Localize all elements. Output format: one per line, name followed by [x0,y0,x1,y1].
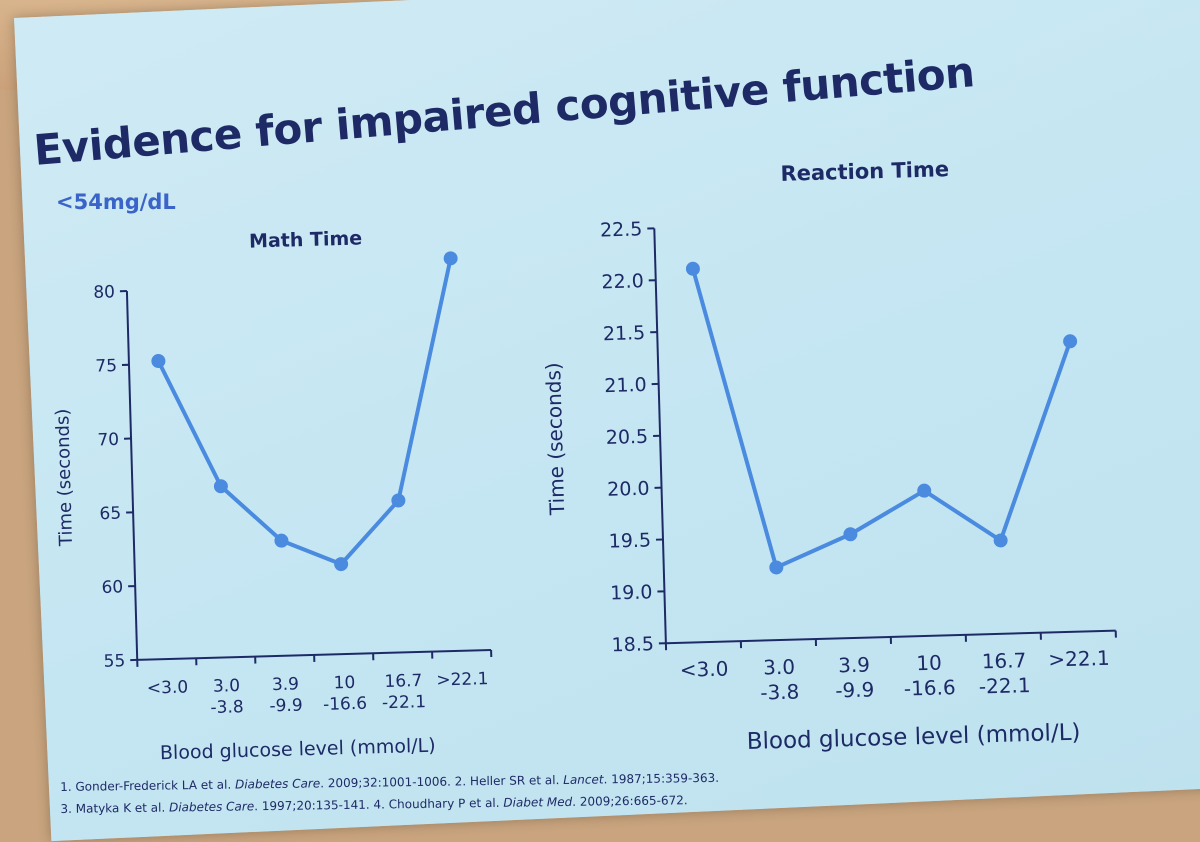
data-point [843,527,858,542]
x-tick-label: 3.9-9.9 [269,674,303,716]
y-tick-label: 55 [103,651,125,672]
x-tick-label-line: <3.0 [147,677,189,698]
y-tick-label: 75 [95,356,117,377]
x-tick-label-line: -9.9 [835,677,875,702]
data-point [443,251,458,266]
footnote-journal: Lancet [563,772,604,787]
footnote-text: 3. Matyka K et al. [60,800,170,816]
chart-title: Reaction Time [780,157,949,186]
data-point [391,493,406,508]
footnote-journal: Diabetes Care [234,776,321,792]
footnotes: 1. Gonder-Frederick LA et al. Diabetes C… [60,767,719,820]
x-tick-label-line: -16.6 [323,694,368,715]
y-tick-label: 19.5 [608,529,651,552]
x-tick-label: >22.1 [1048,646,1110,672]
x-tick-label: <3.0 [147,677,189,698]
data-point [685,261,700,276]
footnote-text: 1. Gonder-Frederick LA et al. [60,777,236,794]
x-tick-label: 10-16.6 [903,650,956,700]
x-axis-label: Blood glucose level (mmol/L) [160,735,436,765]
x-tick-label: 16.7-22.1 [978,648,1031,698]
x-tick-label: 3.9-9.9 [834,652,874,702]
y-tick-label: 22.5 [600,218,643,241]
series-line [691,268,1072,570]
data-point [769,560,784,575]
x-tick-label-line: 3.0 [763,655,795,680]
x-tick-label-line: 10 [916,651,942,676]
footnote-text: . 2009;26:665-672. [572,793,688,809]
x-tick-label-line: 16.7 [384,671,422,692]
y-tick-label: 60 [101,577,123,598]
x-tick-label-line: -3.8 [760,679,800,704]
data-point [993,533,1008,548]
x-tick-label-line: 3.9 [838,653,870,678]
x-tick-label-line: -9.9 [269,696,303,717]
y-tick-label: 65 [99,504,121,525]
x-tick-label-line: -16.6 [904,675,956,700]
data-point [334,557,349,572]
y-axis-label: Time (seconds) [52,408,77,547]
x-tick-label: 10-16.6 [322,672,367,714]
x-tick-label: 3.0-3.8 [759,655,799,705]
y-axis-label: Time (seconds) [541,362,569,516]
y-tick-label: 70 [97,430,119,451]
x-tick-label-line: <3.0 [680,656,729,681]
x-tick-label-line: 16.7 [981,648,1026,673]
footnote-text: . 1987;15:359-363. [603,770,720,787]
x-axis-label: Blood glucose level (mmol/L) [746,720,1080,755]
data-point [917,483,932,498]
x-tick-label: <3.0 [680,656,729,681]
y-tick-label: 20.5 [606,426,649,449]
math-time-chart: Math Time 55 60 65 70 75 80 <3.0 3.0-3.8 3.9-9.9 1… [52,227,493,765]
data-point [1063,334,1078,349]
y-tick-label: 21.0 [604,374,647,397]
y-axis-line [125,290,139,660]
x-tick-label: >22.1 [436,669,489,690]
footnote-journal: Diabetes Care [168,799,255,815]
y-tick-label: 20.0 [607,478,650,501]
chart-title: Math Time [249,227,363,252]
x-tick-label: 3.0-3.8 [210,676,244,718]
x-tick-label-line: -22.1 [382,692,427,713]
x-tick-label-line: -3.8 [210,697,244,718]
data-point [151,354,166,369]
x-tick-label-line: >22.1 [436,669,489,690]
y-tick-label: 18.5 [611,633,654,656]
y-tick-label: 21.5 [603,322,646,345]
data-point [213,479,228,494]
x-tick-label-line: 10 [333,673,355,694]
data-point [274,533,289,548]
footnote-text: . 2009;32:1001-1006. 2. Heller SR et al. [320,772,564,791]
footnote-journal: Diabet Med [503,794,573,810]
slide-subtitle: <54mg/dL [56,190,176,214]
series-line [156,257,453,567]
x-tick-label: 16.7-22.1 [381,671,426,713]
y-tick-label: 19.0 [610,581,653,604]
x-tick-label-line: 3.9 [272,674,300,695]
x-tick-label-line: -22.1 [979,673,1031,698]
x-tick-label-line: >22.1 [1048,646,1110,672]
y-tick-label: 22.0 [601,270,644,293]
x-tick-label-line: 3.0 [213,676,241,697]
footnote-text: . 1997;20:135-141. 4. Choudhary P et al. [254,795,504,814]
reaction-time-chart: Reaction Time 18.5 19.0 19.5 20.0 20.5 21.0 21.… [541,157,1117,755]
y-tick-label: 80 [93,282,115,303]
